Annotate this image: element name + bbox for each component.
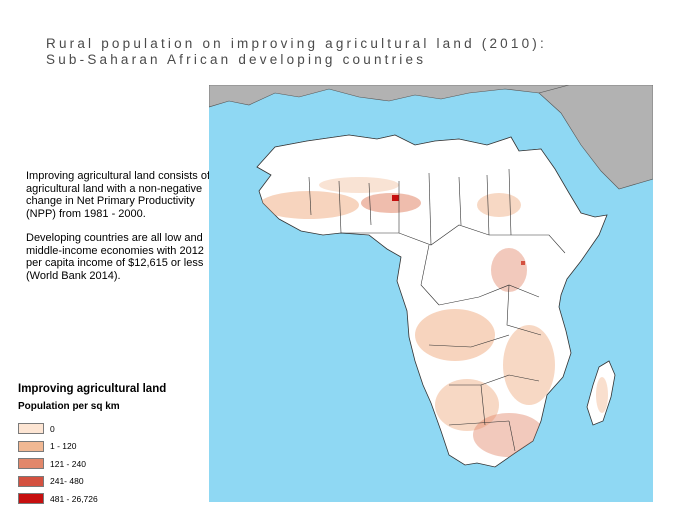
map-description: Improving agricultural land consists of … [26,170,216,294]
legend-label: 0 [50,423,55,434]
high-density-hotspot-east [521,261,525,265]
legend-label: 1 - 120 [50,441,77,452]
legend-label: 121 - 240 [50,458,86,469]
legend-swatch [18,423,44,435]
legend-item: 0 [18,420,208,438]
map-title-line-2: Sub-Saharan African developing countries [46,52,427,67]
legend-subtitle: Population per sq km [18,401,120,412]
country-borders [308,168,566,452]
map-title-line-1: Rural population on improving agricultur… [46,36,547,51]
middle-east-landmass [538,85,653,190]
legend-label: 481 - 26,726 [50,493,98,504]
madagascar-landmass [586,360,616,426]
legend-item: 1 - 120 [18,438,208,456]
map-canvas [209,85,653,468]
high-density-hotspot [392,195,399,201]
africa-map[interactable] [209,85,653,502]
legend-label: 241- 480 [50,476,84,487]
legend-item: 241- 480 [18,473,208,491]
legend-item: 481 - 26,726 [18,490,208,508]
description-paragraph-2: Developing countries are all low and mid… [26,232,204,282]
description-paragraph-1: Improving agricultural land consists of … [26,170,211,220]
legend-swatch [18,458,44,470]
map-title: Rural population on improving agricultur… [46,36,547,68]
legend-item: 121 - 240 [18,455,208,473]
legend-swatch [18,440,44,452]
legend-swatch [18,475,44,487]
legend-swatch [18,493,44,505]
map-legend: Improving agricultural land Population p… [18,383,208,508]
legend-title: Improving agricultural land [18,383,167,395]
